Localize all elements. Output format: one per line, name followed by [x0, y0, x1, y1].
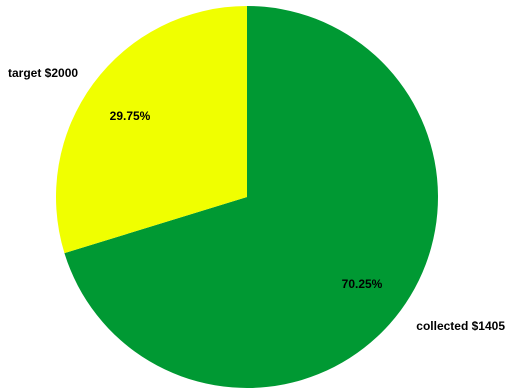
- slice-name-label-0: collected $1405: [416, 319, 505, 333]
- pie-slice-0: [64, 6, 438, 389]
- pie-slice-1: [55, 6, 248, 254]
- pie-labels: 70.25% collected $1405 29.75% target $2000: [8, 66, 505, 333]
- pie-slices: [55, 6, 438, 389]
- slice-name-label-1: target $2000: [8, 66, 78, 80]
- slice-percent-label-0: 70.25%: [342, 277, 383, 291]
- slice-percent-label-1: 29.75%: [110, 109, 151, 123]
